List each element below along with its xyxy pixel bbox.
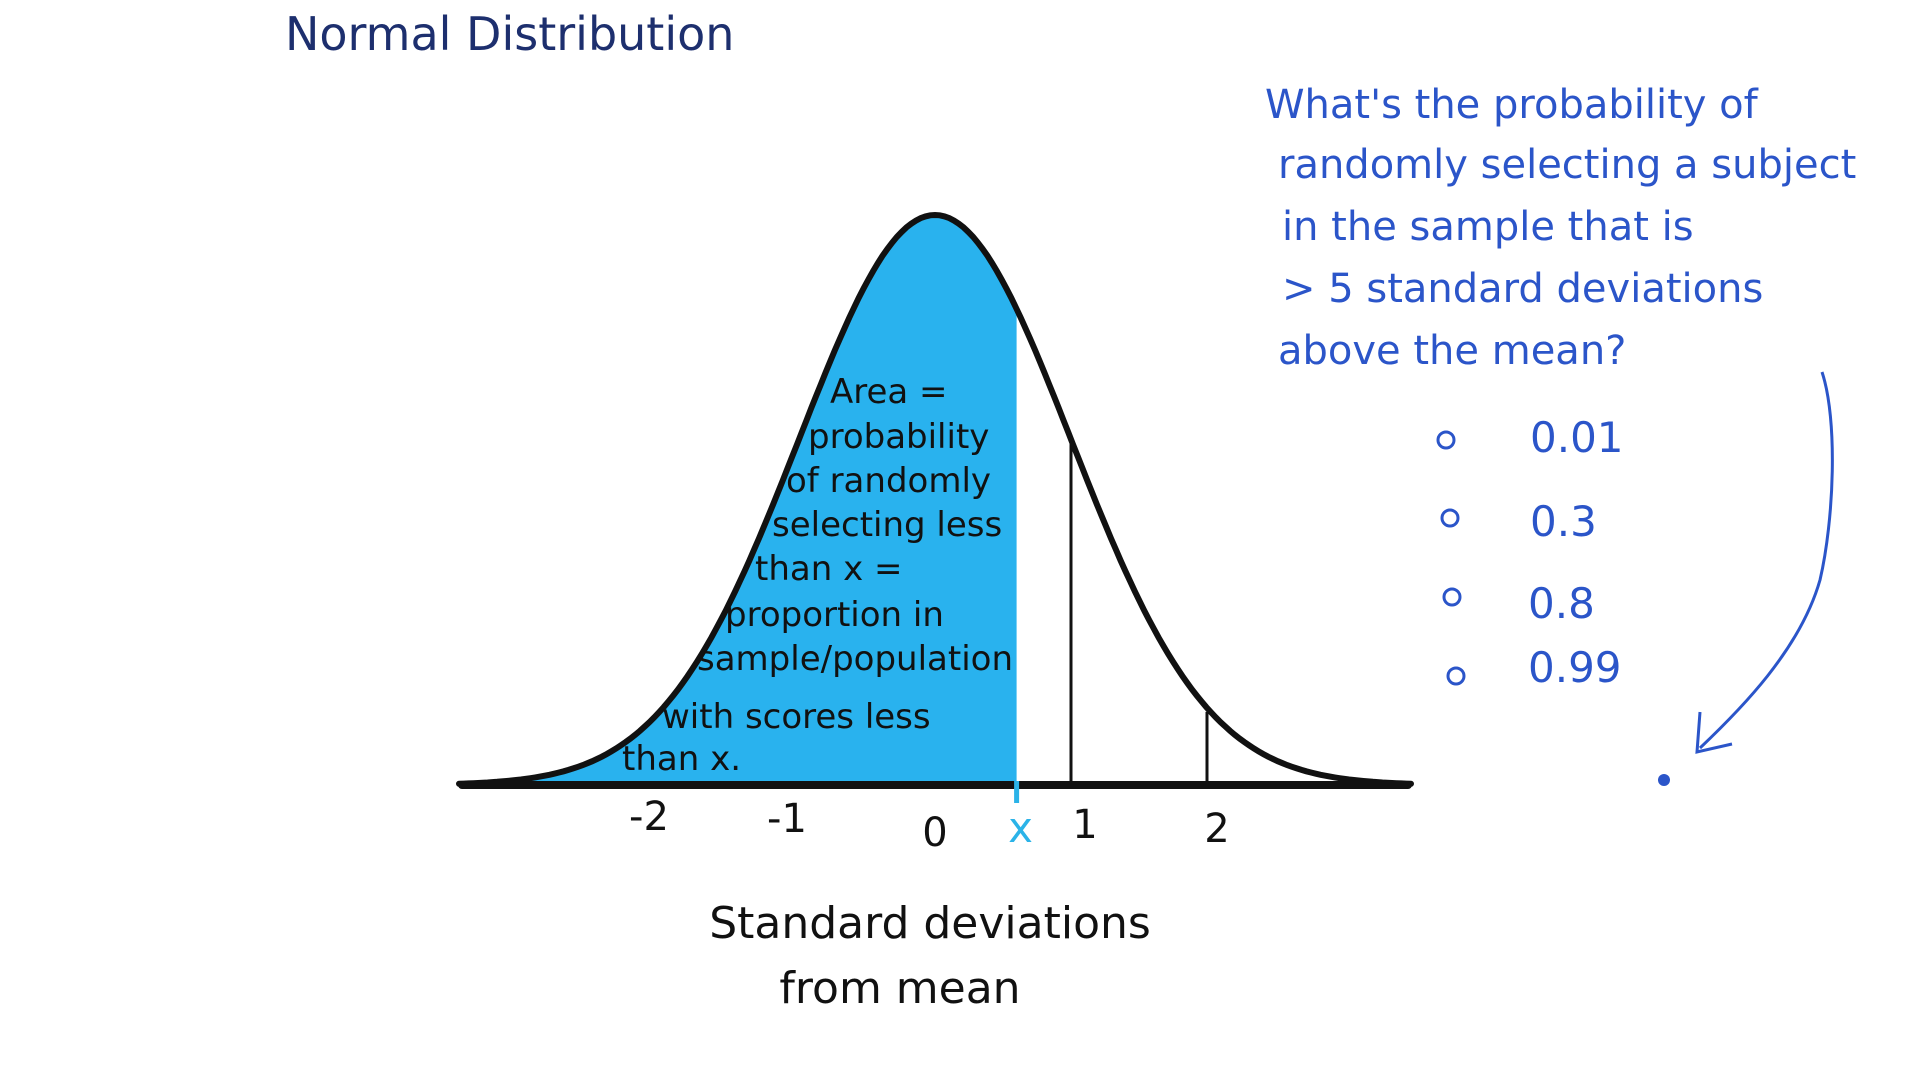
- area-note-line: selecting less: [772, 505, 1002, 545]
- option-label: 0.8: [1528, 579, 1595, 628]
- option-0.99[interactable]: 0.99: [1446, 643, 1622, 692]
- arrow-icon: [1698, 371, 1834, 750]
- question-line: above the mean?: [1278, 328, 1626, 374]
- answer-options[interactable]: 0.01 0.3 0.8 0.99: [1436, 413, 1624, 692]
- area-note-line: sample/population: [697, 639, 1013, 679]
- x-tick-label: 0: [922, 810, 947, 856]
- x-axis-label-line-2: from mean: [779, 963, 1020, 1014]
- x-tick-label: 2: [1204, 806, 1229, 852]
- x-tick-label: -2: [629, 794, 669, 840]
- question-text: What's the probability of randomly selec…: [1265, 82, 1856, 374]
- question-line: What's the probability of: [1265, 82, 1759, 128]
- x-tick-label: 1: [1072, 802, 1097, 848]
- question-line: randomly selecting a subject: [1278, 142, 1856, 188]
- area-note-line: of randomly: [786, 461, 991, 501]
- option-0.3[interactable]: 0.3: [1440, 497, 1597, 546]
- area-note: Area = probability of randomly selecting…: [622, 372, 1013, 779]
- question-line: > 5 standard deviations: [1282, 266, 1763, 312]
- bell-curve: [456, 211, 1414, 787]
- option-label: 0.01: [1530, 413, 1624, 462]
- area-note-line: proportion in: [725, 595, 944, 635]
- page-title: Normal Distribution: [285, 7, 734, 61]
- x-axis-label-line-1: Standard deviations: [709, 898, 1151, 949]
- option-label: 0.3: [1530, 497, 1597, 546]
- answer-dot: [1658, 774, 1670, 786]
- radio-icon[interactable]: [1442, 587, 1462, 607]
- option-0.01[interactable]: 0.01: [1436, 413, 1624, 462]
- x-tick-label: -1: [767, 796, 807, 842]
- radio-icon[interactable]: [1436, 430, 1456, 450]
- area-note-line: Area =: [830, 372, 948, 412]
- bell-curve-chart: -2 -1 0 1 2 x Area = probability of randomly…: [456, 211, 1414, 1014]
- shaded-area: [459, 215, 1017, 785]
- x-marker-label: x: [1008, 803, 1033, 852]
- area-note-line: than x =: [755, 549, 903, 589]
- x-tick-labels: -2 -1 0 1 2: [629, 794, 1230, 856]
- radio-icon[interactable]: [1440, 508, 1460, 528]
- option-label: 0.99: [1528, 643, 1622, 692]
- arrow-head-icon: [1695, 711, 1733, 754]
- area-note-line: probability: [808, 417, 989, 457]
- area-note-line: than x.: [622, 739, 741, 779]
- question-line: in the sample that is: [1282, 204, 1694, 250]
- option-0.8[interactable]: 0.8: [1442, 579, 1595, 628]
- radio-icon[interactable]: [1446, 666, 1466, 686]
- area-note-line: with scores less: [662, 697, 931, 737]
